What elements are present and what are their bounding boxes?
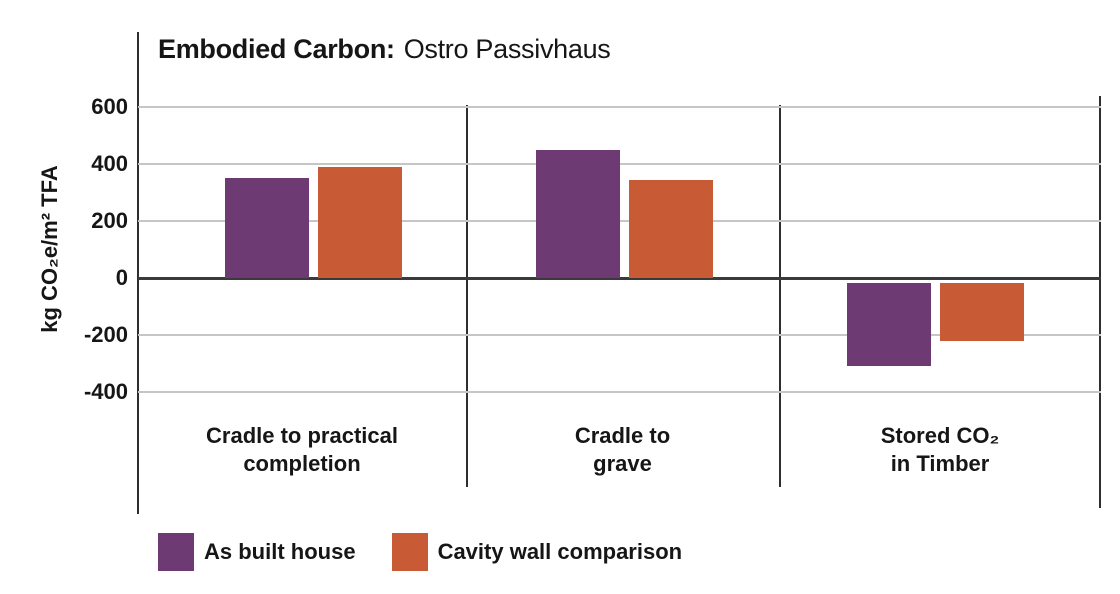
plot-right-border: [1099, 96, 1101, 508]
bar-as-built-house-1: [535, 149, 620, 278]
legend-item-1: Cavity wall comparison: [391, 533, 683, 571]
y-tick-400: 400: [91, 151, 128, 176]
y-tick--200: -200: [83, 322, 128, 347]
bar-as-built-house-0: [224, 178, 309, 278]
gridline--200: [138, 334, 1101, 336]
chart-title-regular: Ostro Passivhaus: [403, 34, 611, 64]
gridline-400: [138, 163, 1101, 165]
zero-line: [138, 276, 1101, 280]
y-tick--400: -400: [83, 379, 128, 404]
legend-label-0: As built house: [204, 539, 356, 564]
legend: As built house Cavity wall comparison: [158, 532, 682, 572]
y-axis-line: [137, 32, 139, 514]
category-separator-2: [779, 105, 781, 487]
legend-item-0: As built house: [158, 533, 356, 571]
bar-cavity-wall-comparison-0: [317, 166, 402, 278]
gridline-600: [138, 106, 1101, 108]
y-tick-600: 600: [91, 94, 128, 119]
legend-swatch-1: [391, 533, 428, 571]
y-tick-200: 200: [91, 208, 128, 233]
chart-title-bold: Embodied Carbon:: [158, 34, 395, 64]
legend-swatch-0: [158, 533, 194, 571]
legend-label-1: Cavity wall comparison: [437, 539, 683, 564]
bar-cavity-wall-comparison-1: [628, 179, 713, 278]
gridline-200: [138, 220, 1101, 222]
bar-as-built-house-2: [846, 283, 931, 367]
chart-title: Embodied Carbon: Ostro Passivhaus: [158, 34, 611, 65]
category-label-1: Cradle to grave: [574, 423, 671, 476]
gridline--400: [138, 391, 1101, 393]
category-separator-1: [466, 105, 468, 487]
bar-cavity-wall-comparison-2: [939, 283, 1024, 341]
y-tick-0: 0: [115, 265, 128, 290]
category-label-2: Stored CO₂ in Timber: [880, 423, 1000, 476]
category-label-0: Cradle to practical completion: [206, 423, 398, 476]
